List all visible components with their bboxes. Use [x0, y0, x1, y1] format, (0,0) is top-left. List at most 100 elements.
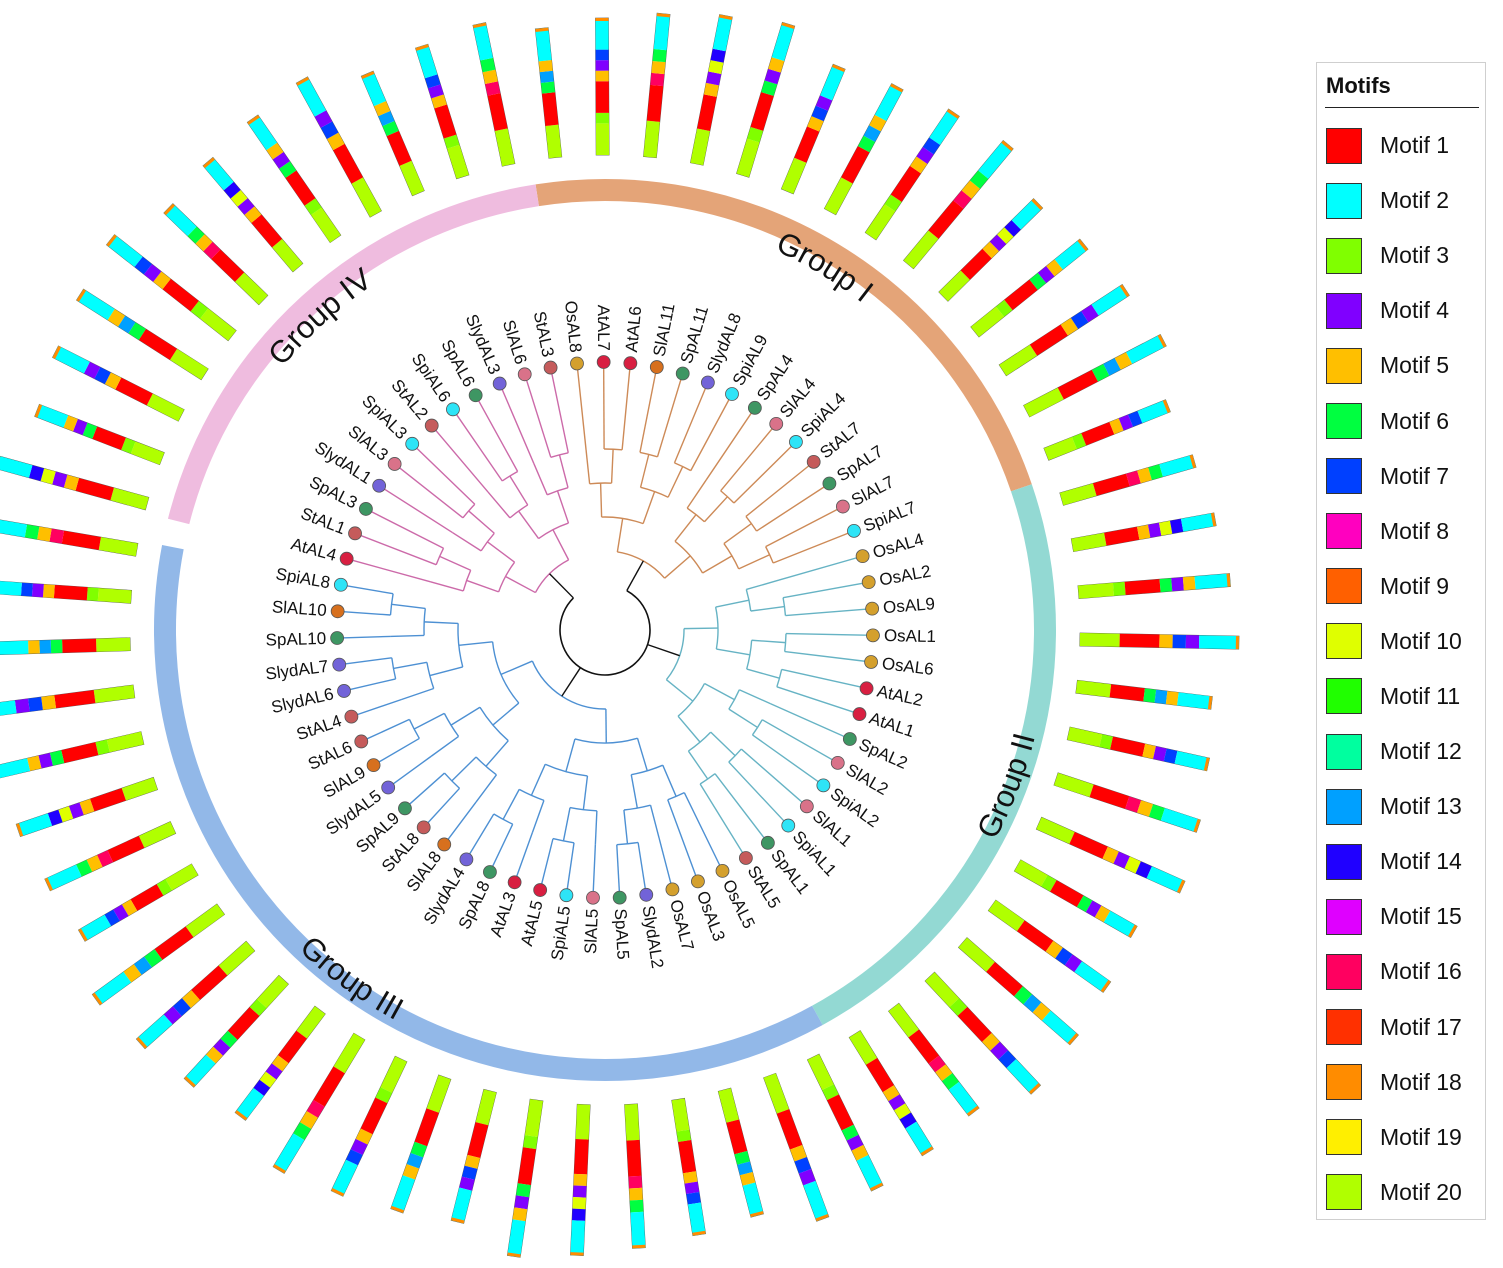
motif-segment	[34, 404, 43, 418]
tree-branch	[639, 454, 650, 488]
tree-branch	[499, 383, 535, 464]
leaf-marker	[437, 837, 452, 852]
legend-label: Motif 2	[1380, 187, 1450, 214]
motif-segment	[1165, 691, 1179, 706]
tree-branch	[337, 610, 391, 616]
motif-segment	[313, 1066, 345, 1107]
motif-segment	[740, 1171, 756, 1186]
tree-branch	[502, 789, 520, 820]
legend-item: Motif 7	[1317, 449, 1485, 504]
motif-segment	[882, 1085, 900, 1102]
tree-branch	[616, 844, 621, 898]
motif-bar	[450, 1088, 497, 1224]
tree-branch	[776, 686, 860, 715]
motif-segment	[595, 81, 609, 113]
motif-segment	[251, 214, 283, 248]
motif-segment	[310, 207, 341, 243]
tree-branch	[778, 555, 863, 581]
leaf-marker	[586, 890, 600, 905]
tree-branch	[413, 712, 445, 730]
leaf-label: OsAL3	[693, 888, 729, 943]
tree-branch	[452, 408, 503, 482]
motif-segment	[1154, 689, 1168, 704]
motif-segment	[703, 82, 719, 97]
motif-segment	[1077, 239, 1088, 252]
motif-segment	[68, 802, 84, 819]
motif-segment	[378, 110, 395, 127]
tree-branch	[424, 621, 459, 625]
motif-segment	[115, 377, 153, 406]
motif-segment	[106, 234, 143, 267]
legend-label: Motif 12	[1380, 738, 1462, 765]
motif-segment	[156, 879, 173, 896]
leaf-marker	[348, 526, 362, 541]
legend-item: Motif 17	[1317, 1000, 1485, 1055]
tree-root-branch	[561, 667, 582, 697]
leaf-marker	[405, 436, 420, 451]
leaf-marker	[725, 387, 739, 401]
motif-segment	[24, 524, 40, 540]
motif-segment	[676, 1129, 692, 1142]
motif-segment	[1142, 743, 1156, 759]
tree-branch	[728, 761, 789, 827]
leaf-label: SpAL10	[265, 629, 326, 650]
tree-branch	[466, 579, 499, 593]
motif-segment	[1004, 279, 1038, 311]
motif-bar	[924, 971, 1042, 1095]
motif-segment	[1172, 634, 1187, 649]
legend-title: Motifs	[1326, 73, 1391, 98]
leaf-marker	[398, 801, 412, 816]
tree-branch	[705, 407, 756, 481]
motif-segment	[406, 1152, 423, 1169]
motif-segment	[333, 143, 363, 184]
motif-segment	[1092, 473, 1130, 496]
leaf-marker	[830, 755, 845, 770]
legend-item: Motif 1	[1317, 118, 1485, 173]
leaf-label: AtAL7	[594, 305, 613, 351]
motif-segment	[684, 1181, 700, 1195]
motif-segment	[184, 1076, 196, 1088]
tree-branch	[785, 607, 873, 617]
motif-segment	[750, 92, 774, 131]
motif-segment	[1057, 369, 1098, 400]
motif-segment	[76, 289, 115, 321]
tree-branch	[703, 496, 728, 523]
motif-segment	[184, 1054, 216, 1088]
motif-bar	[534, 27, 563, 159]
legend-label: Motif 15	[1380, 903, 1462, 930]
motif-bar	[717, 1087, 764, 1218]
leaf-marker	[781, 818, 796, 833]
legend-label: Motif 5	[1380, 352, 1450, 379]
motif-segment	[130, 441, 165, 465]
motif-bar	[135, 940, 256, 1050]
motif-bar	[998, 284, 1130, 377]
legend-item: Motif 19	[1317, 1110, 1485, 1165]
leaf-marker	[639, 887, 654, 902]
motif-segment	[247, 114, 278, 151]
leaf-label: OsAL7	[666, 898, 697, 953]
legend-item: Motif 11	[1317, 669, 1485, 724]
tree-root-branch	[647, 643, 680, 657]
leaf-marker	[366, 758, 381, 773]
legend-item: Motif 5	[1317, 338, 1485, 393]
motif-segment	[942, 1073, 960, 1090]
motif-bar	[390, 1074, 452, 1214]
motif-segment	[1163, 748, 1178, 764]
group-ring	[154, 179, 1056, 1081]
tree-branch	[558, 454, 569, 488]
motif-bar	[76, 288, 209, 381]
motif-bar	[44, 821, 177, 892]
motif-segment	[982, 241, 999, 259]
tree-branch	[556, 490, 570, 524]
motif-segment	[331, 1159, 358, 1197]
leaf-label: SlAL6	[499, 318, 531, 367]
motif-segment	[86, 855, 103, 872]
motif-segment	[61, 742, 99, 763]
motif-segment	[92, 992, 103, 1005]
legend-swatch	[1326, 623, 1362, 660]
motif-segment	[351, 177, 382, 218]
motif-segment	[40, 468, 56, 485]
motif-segment	[970, 306, 1005, 338]
motif-segment	[380, 1056, 407, 1093]
motif-segment	[459, 1176, 475, 1191]
